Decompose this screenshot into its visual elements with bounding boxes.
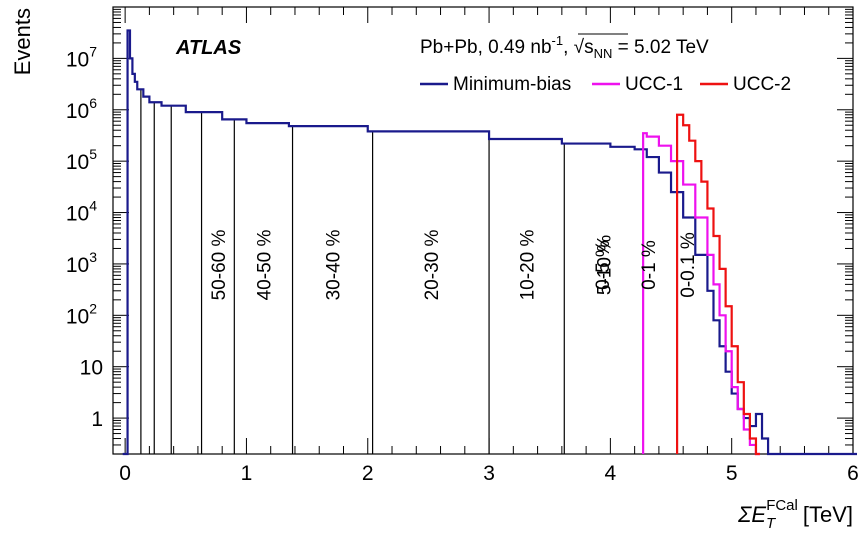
y-tick-label: 1: [91, 408, 103, 431]
y-axis: 1 10 102 103 104 105 106 107: [66, 6, 853, 455]
x-axis-title-superscript: FCal: [766, 497, 798, 514]
series-line-ucc-2: [675, 113, 760, 456]
plot-frame: [112, 6, 854, 455]
x-axis-title: ΣETFCal [TeV]: [737, 497, 853, 532]
y-tick-label: 10: [80, 357, 103, 380]
x-axis-title-subscript: T: [766, 515, 777, 532]
x-tick-label: 3: [483, 462, 495, 485]
experiment-label: ATLAS: [175, 37, 242, 59]
x-tick-label: 0: [119, 462, 131, 485]
centrality-bin-label: 50-60 %: [209, 230, 230, 301]
legend-label: UCC-2: [733, 74, 791, 95]
x-tick-label: 5: [726, 462, 738, 485]
centrality-bin-label: 0-5 %: [593, 240, 614, 290]
y-tick-label: 106: [66, 95, 97, 123]
x-axis: 0 1 2 3 4 5 6: [119, 7, 859, 485]
y-tick-label: 102: [66, 300, 97, 328]
x-tick-label: 1: [241, 462, 253, 485]
y-tick-label: 107: [66, 43, 97, 71]
x-tick-label: 6: [847, 462, 859, 485]
centrality-bin-label: 0-1 %: [639, 240, 660, 290]
run-info-label: Pb+Pb, 0.49 nb-1, √sNN = 5.02 TeV: [420, 33, 709, 61]
centrality-bin-label: 10-20 %: [518, 230, 539, 301]
centrality-bin-label: 30-40 %: [324, 230, 345, 301]
y-tick-label: 104: [66, 198, 97, 226]
x-tick-label: 4: [605, 462, 617, 485]
x-tick-label: 2: [362, 462, 374, 485]
y-tick-label: 105: [66, 146, 97, 174]
centrality-bin-labels: 50-60 % 40-50 % 30-40 % 20-30 % 10-20 % 5-10 …: [209, 230, 699, 301]
legend-label: Minimum-bias: [453, 74, 571, 95]
centrality-bin-label: 5-10 %: [595, 235, 616, 295]
legend-label: UCC-1: [625, 74, 683, 95]
centrality-bin-label: 20-30 %: [422, 230, 443, 301]
centrality-bin-label: 40-50 %: [254, 230, 275, 301]
y-axis-title: Events: [10, 8, 35, 75]
series-line-ucc-1: [642, 132, 760, 456]
legend: Minimum-bias UCC-1 UCC-2: [420, 74, 791, 95]
centrality-bin-label: 0-0.1 %: [678, 232, 699, 298]
y-tick-label: 103: [66, 249, 97, 277]
series-group: [122, 29, 857, 456]
